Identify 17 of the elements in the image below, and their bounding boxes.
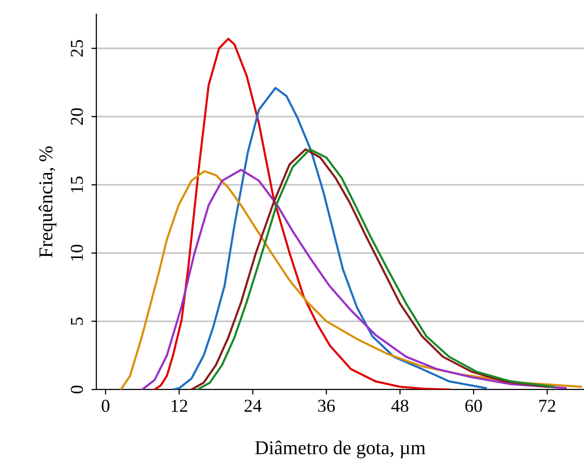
line-series [172,86,487,390]
x-tick-label: 0 [102,400,110,412]
y-tick-label: 10 [70,244,83,260]
y-tick-label: 20 [70,108,83,125]
x-tick-label: 36 [318,400,335,412]
y-tick-label: 15 [70,176,83,192]
x-axis-title: Diâmetro de gota, µm [255,440,426,458]
line-series [154,38,450,390]
y-tick-label: 25 [70,40,83,57]
y-axis-title: Frequência, % [38,146,56,258]
y-tick-label: 5 [70,317,83,325]
x-tick-label: 72 [539,400,556,412]
x-tick-label: 60 [465,400,482,412]
x-tick-label: 24 [244,400,262,412]
x-tick-label: 48 [391,400,408,412]
x-tick-label: 12 [172,400,188,412]
y-tick-label: 0 [70,386,83,394]
